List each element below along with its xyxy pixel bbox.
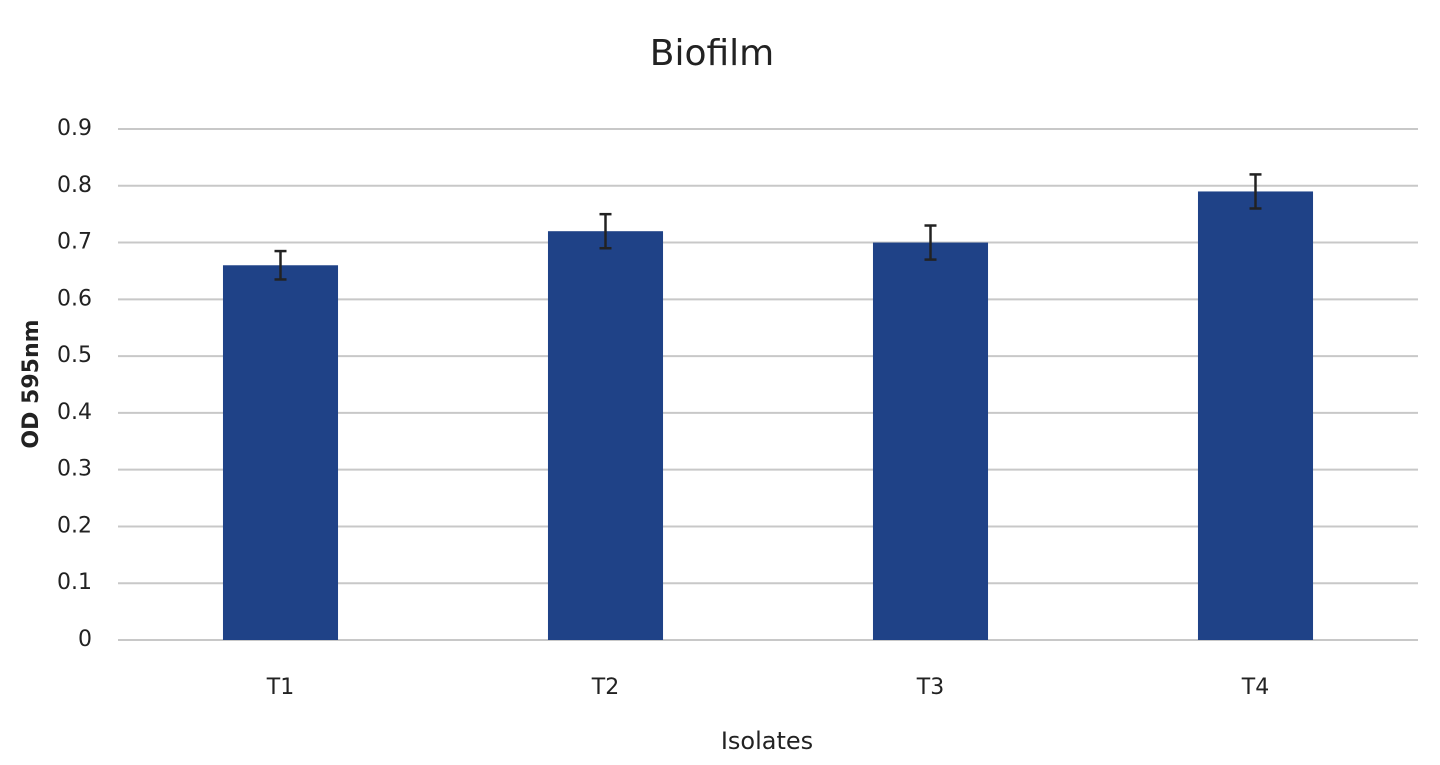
y-tick-label: 0.8 [57, 173, 92, 198]
y-tick-label: 0.5 [57, 343, 92, 368]
x-tick-label: T3 [916, 675, 944, 700]
error-bar [599, 212, 612, 250]
bar [872, 242, 989, 641]
y-tick-label: 0.3 [57, 457, 92, 482]
x-axis-title: Isolates [721, 727, 813, 755]
bar [1197, 191, 1314, 640]
x-tick-label: T4 [1241, 675, 1269, 700]
bar [222, 265, 339, 640]
y-axis-title: OD 595nm [19, 319, 44, 448]
error-bar [274, 249, 287, 281]
y-tick-label: 0.4 [57, 400, 92, 425]
bar [547, 231, 664, 640]
error-bar [924, 224, 937, 261]
y-tick-label: 0.9 [57, 116, 92, 141]
y-tick-label: 0.1 [57, 570, 92, 595]
chart-title: Biofilm [650, 33, 774, 74]
y-tick-label: 0.7 [57, 230, 92, 255]
y-tick-label: 0.2 [57, 513, 92, 538]
y-tick-label: 0 [78, 627, 92, 652]
x-tick-label: T2 [591, 675, 619, 700]
x-tick-label: T1 [266, 675, 294, 700]
error-bar [1249, 173, 1262, 210]
y-tick-label: 0.6 [57, 286, 92, 311]
